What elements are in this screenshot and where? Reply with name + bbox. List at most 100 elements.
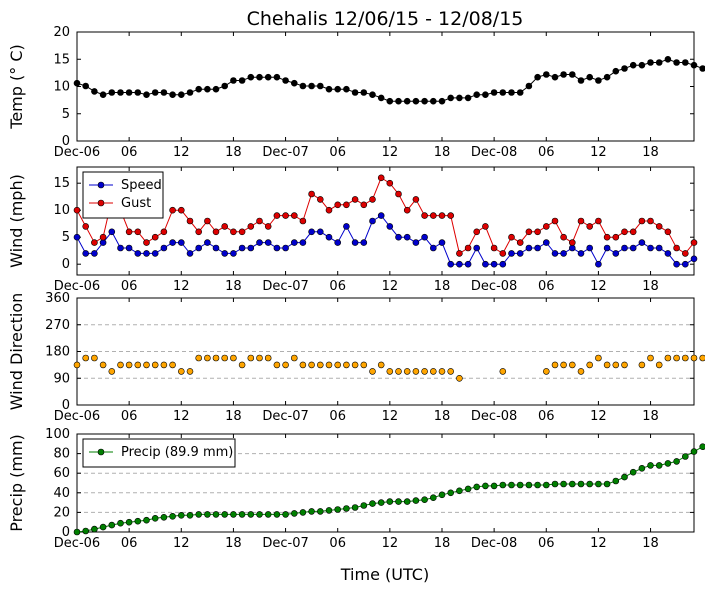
data-point-speed <box>403 233 411 241</box>
data-point-gust <box>447 212 455 219</box>
legend: Precip (89.9 mm) <box>82 438 236 468</box>
data-point-direction <box>560 361 567 369</box>
data-point-precip <box>308 508 315 515</box>
data-point-direction <box>568 361 576 369</box>
data-point-precip <box>456 487 463 495</box>
data-point-temp <box>429 97 437 105</box>
data-point-speed <box>238 244 246 252</box>
data-point-direction <box>360 361 368 369</box>
data-point-temp <box>82 82 89 90</box>
series-line-speed <box>76 214 695 266</box>
data-point-precip <box>125 518 133 526</box>
data-point-precip <box>290 510 298 517</box>
data-point-precip <box>586 480 594 488</box>
data-point-direction <box>73 361 81 369</box>
data-point-temp <box>525 82 533 90</box>
data-point-temp <box>551 73 559 81</box>
data-point-gust <box>429 212 437 219</box>
data-point-speed <box>299 239 307 246</box>
data-point-temp <box>542 71 550 78</box>
data-point-precip <box>482 482 489 490</box>
data-point-direction <box>664 354 672 362</box>
data-point-gust <box>508 233 515 241</box>
data-point-speed <box>160 244 168 252</box>
data-point-temp <box>482 91 489 98</box>
data-point-temp <box>655 59 663 66</box>
x-tick-label: 12 <box>382 145 399 160</box>
data-point-gust <box>230 228 237 236</box>
x-tick-label: 06 <box>329 145 346 160</box>
x-tick-label: 18 <box>225 536 242 551</box>
data-point-precip <box>421 496 428 504</box>
x-tick-label: 12 <box>590 145 607 160</box>
data-point-temp <box>516 89 524 96</box>
data-point-precip <box>438 491 446 499</box>
data-point-precip <box>525 481 533 489</box>
data-point-precip <box>386 498 394 505</box>
data-point-precip <box>247 511 255 518</box>
data-point-speed <box>186 250 194 257</box>
data-point-gust <box>282 212 289 219</box>
x-tick-label: 12 <box>590 409 607 424</box>
data-point-speed <box>256 239 263 246</box>
data-point-direction <box>221 354 228 362</box>
data-point-direction <box>256 354 263 362</box>
data-point-precip <box>82 527 89 535</box>
data-point-temp <box>499 89 507 96</box>
data-point-precip <box>638 464 646 472</box>
data-point-temp <box>178 91 185 98</box>
data-point-temp <box>699 65 705 72</box>
data-point-direction <box>204 354 211 362</box>
data-point-gust <box>369 196 376 203</box>
x-tick-label: 18 <box>434 536 451 551</box>
data-point-gust <box>151 233 159 241</box>
legend-label-gust: Gust <box>121 196 151 211</box>
data-point-temp <box>612 67 620 75</box>
data-point-temp <box>73 79 81 87</box>
data-point-gust <box>195 228 202 236</box>
data-point-direction <box>134 361 142 369</box>
data-point-direction <box>151 361 159 369</box>
x-tick-label: 12 <box>590 536 607 551</box>
data-point-gust <box>360 201 368 209</box>
x-tick-label: 12 <box>382 536 399 551</box>
x-tick-label: Dec-06 <box>54 409 100 424</box>
data-point-direction <box>621 361 628 369</box>
data-point-temp <box>195 85 202 93</box>
data-point-speed <box>516 250 524 257</box>
data-point-speed <box>273 244 281 252</box>
data-point-precip <box>655 462 663 469</box>
data-point-speed <box>542 239 550 246</box>
data-point-gust <box>395 190 402 198</box>
data-point-precip <box>664 460 672 467</box>
data-point-direction <box>99 361 107 369</box>
y-tick-label: 40 <box>53 486 70 501</box>
x-tick-label: Dec-08 <box>471 409 517 424</box>
data-point-speed <box>316 228 324 236</box>
data-point-temp <box>186 89 194 96</box>
x-tick-label: Dec-07 <box>262 536 308 551</box>
data-point-precip <box>377 499 385 506</box>
data-point-speed <box>108 228 116 236</box>
data-point-precip <box>464 485 472 493</box>
x-tick-label: 06 <box>121 145 138 160</box>
x-tick-label: Dec-07 <box>262 145 308 160</box>
data-point-precip <box>264 511 272 518</box>
data-point-speed <box>91 250 98 257</box>
data-point-speed <box>690 255 698 263</box>
data-point-direction <box>673 354 680 362</box>
data-point-precip <box>143 516 150 524</box>
data-point-direction <box>690 354 698 362</box>
data-point-direction <box>316 361 324 369</box>
plot-frame <box>76 433 695 533</box>
panel-temp: 0 5 10 15 20 Dec-06 06 12 18 Dec-07 06 12 18 Dec-08 06… <box>7 25 705 160</box>
data-point-speed <box>117 244 124 252</box>
data-point-gust <box>82 223 89 230</box>
x-tick-label: 12 <box>173 536 190 551</box>
x-tick-label: Dec-07 <box>262 409 308 424</box>
data-point-speed <box>638 239 646 246</box>
x-tick-label: 18 <box>225 279 242 294</box>
data-point-precip <box>230 511 237 518</box>
data-point-gust <box>343 201 350 209</box>
